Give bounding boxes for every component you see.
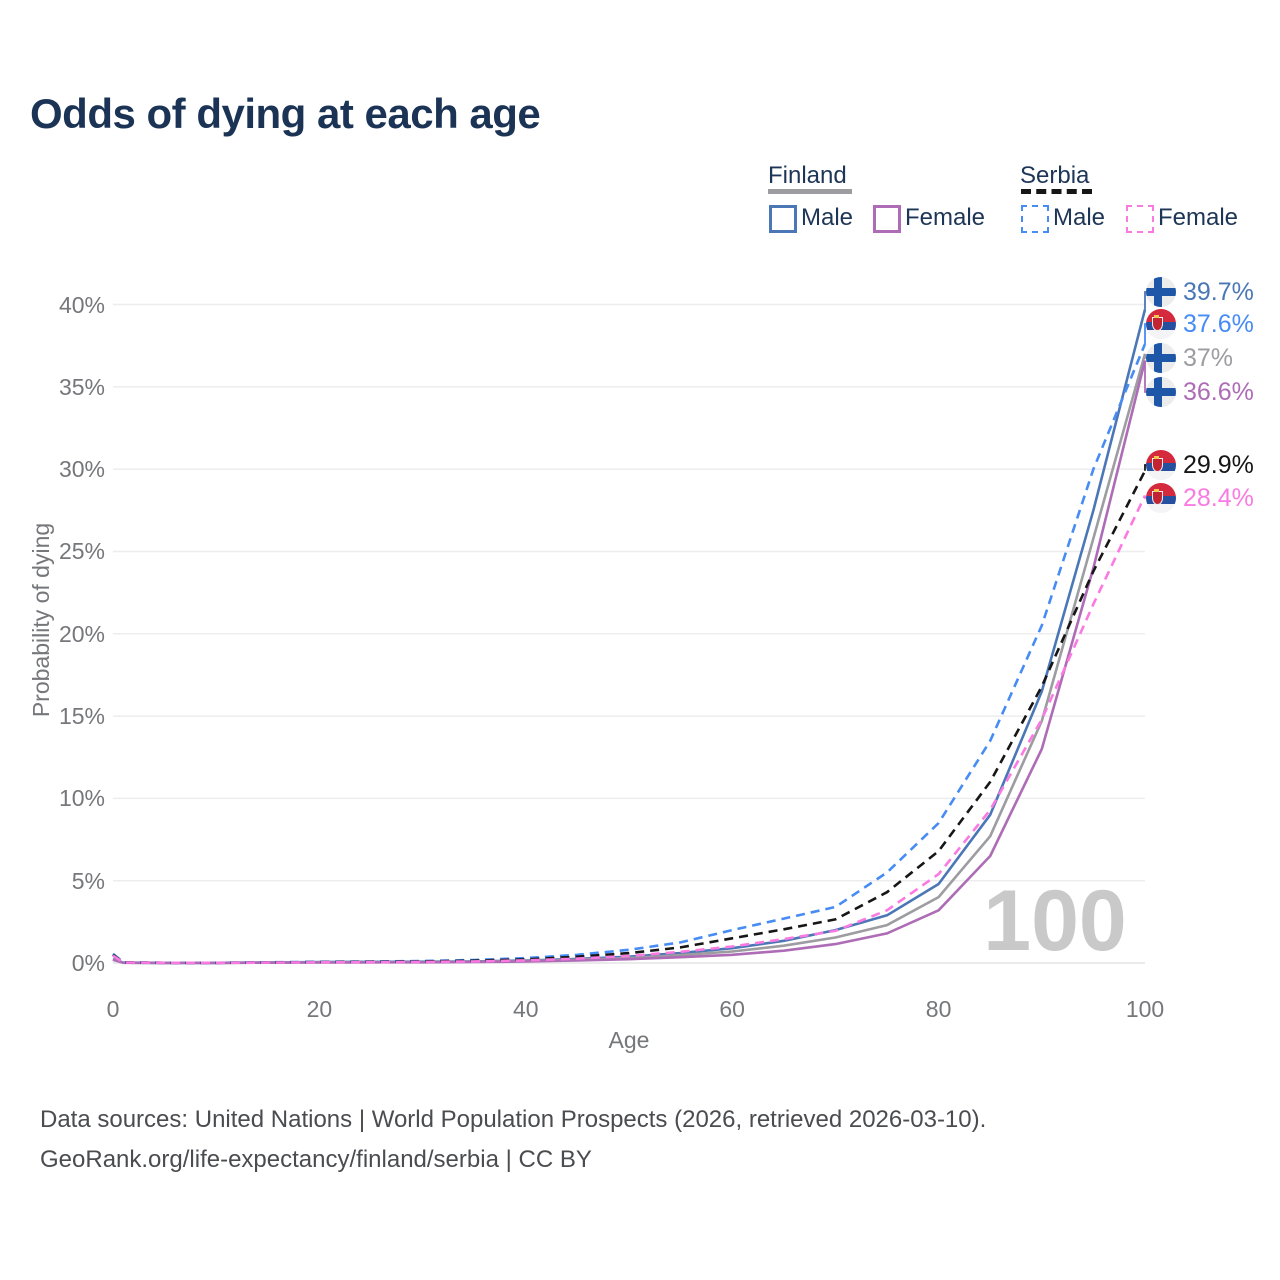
end-label-value-serbia-total: 29.9% xyxy=(1183,450,1254,479)
legend-item-serbia-female[interactable]: Female xyxy=(1158,204,1239,231)
legend-swatch-finland-male[interactable] xyxy=(769,205,797,233)
series-line-serbia-female[interactable] xyxy=(112,494,1147,965)
end-label-value-finland-male: 39.7% xyxy=(1183,277,1254,306)
series-line-finland-female[interactable] xyxy=(112,360,1147,965)
y-tick-label-0: 0% xyxy=(71,950,105,976)
end-label-value-serbia-female: 28.4% xyxy=(1183,483,1254,512)
end-label-finland-female: 36.6% xyxy=(1146,376,1254,408)
hovered-age-watermark: 100 xyxy=(983,873,1127,969)
x-axis-title: Age xyxy=(608,1027,650,1053)
y-tick-label-10: 10% xyxy=(58,785,105,812)
footer-attribution: GeoRank.org/life-expectancy/finland/serb… xyxy=(40,1146,592,1173)
end-label-finland-total: 37% xyxy=(1146,342,1233,374)
finland-flag-icon xyxy=(1146,343,1176,373)
y-tick-label-40: 40% xyxy=(58,291,105,318)
x-tick-label-80: 80 xyxy=(925,996,952,1022)
serbia-flag-icon xyxy=(1146,450,1176,480)
legend-group-serbia[interactable]: Serbia xyxy=(1020,162,1090,189)
end-label-finland-male: 39.7% xyxy=(1146,276,1254,308)
footer-data-sources: Data sources: United Nations | World Pop… xyxy=(40,1106,987,1133)
end-label-serbia-total: 29.9% xyxy=(1146,449,1254,481)
serbia-flag-icon xyxy=(1146,309,1176,339)
x-tick-label-20: 20 xyxy=(306,996,333,1022)
page-title: Odds of dying at each age xyxy=(30,90,541,137)
y-tick-label-20: 20% xyxy=(58,620,105,647)
end-label-value-finland-total: 37% xyxy=(1183,343,1234,372)
y-axis-title: Probability of dying xyxy=(28,522,54,718)
y-tick-label-35: 35% xyxy=(58,373,105,400)
series-line-finland-male[interactable] xyxy=(112,309,1147,965)
finland-flag-icon xyxy=(1146,377,1176,407)
legend-item-finland-female[interactable]: Female xyxy=(905,204,986,231)
y-tick-label-5: 5% xyxy=(71,867,105,894)
end-label-value-finland-female: 36.6% xyxy=(1183,377,1254,406)
legend-item-serbia-male[interactable]: Male xyxy=(1053,204,1106,231)
x-tick-label-60: 60 xyxy=(719,996,745,1022)
legend-swatch-serbia-female[interactable] xyxy=(1126,205,1154,233)
y-tick-label-25: 25% xyxy=(58,538,105,565)
end-label-value-serbia-male: 37.6% xyxy=(1183,309,1254,338)
legend-serbia-line-swatch xyxy=(1021,189,1092,194)
end-label-serbia-male: 37.6% xyxy=(1146,308,1254,340)
serbia-flag-icon xyxy=(1146,483,1176,513)
end-label-serbia-female: 28.4% xyxy=(1146,482,1254,514)
legend-swatch-finland-female[interactable] xyxy=(873,205,901,233)
x-tick-label-0: 0 xyxy=(106,996,120,1022)
finland-flag-icon xyxy=(1146,277,1176,307)
y-tick-label-30: 30% xyxy=(58,456,105,483)
legend-item-finland-male[interactable]: Male xyxy=(801,204,854,231)
x-tick-label-100: 100 xyxy=(1125,996,1165,1022)
series-line-serbia-male[interactable] xyxy=(112,343,1147,965)
x-tick-label-40: 40 xyxy=(513,996,539,1022)
legend-swatch-serbia-male[interactable] xyxy=(1021,205,1049,233)
legend-finland-line-swatch xyxy=(768,189,852,194)
y-tick-label-15: 15% xyxy=(58,703,105,730)
legend-group-finland[interactable]: Finland xyxy=(768,162,847,189)
